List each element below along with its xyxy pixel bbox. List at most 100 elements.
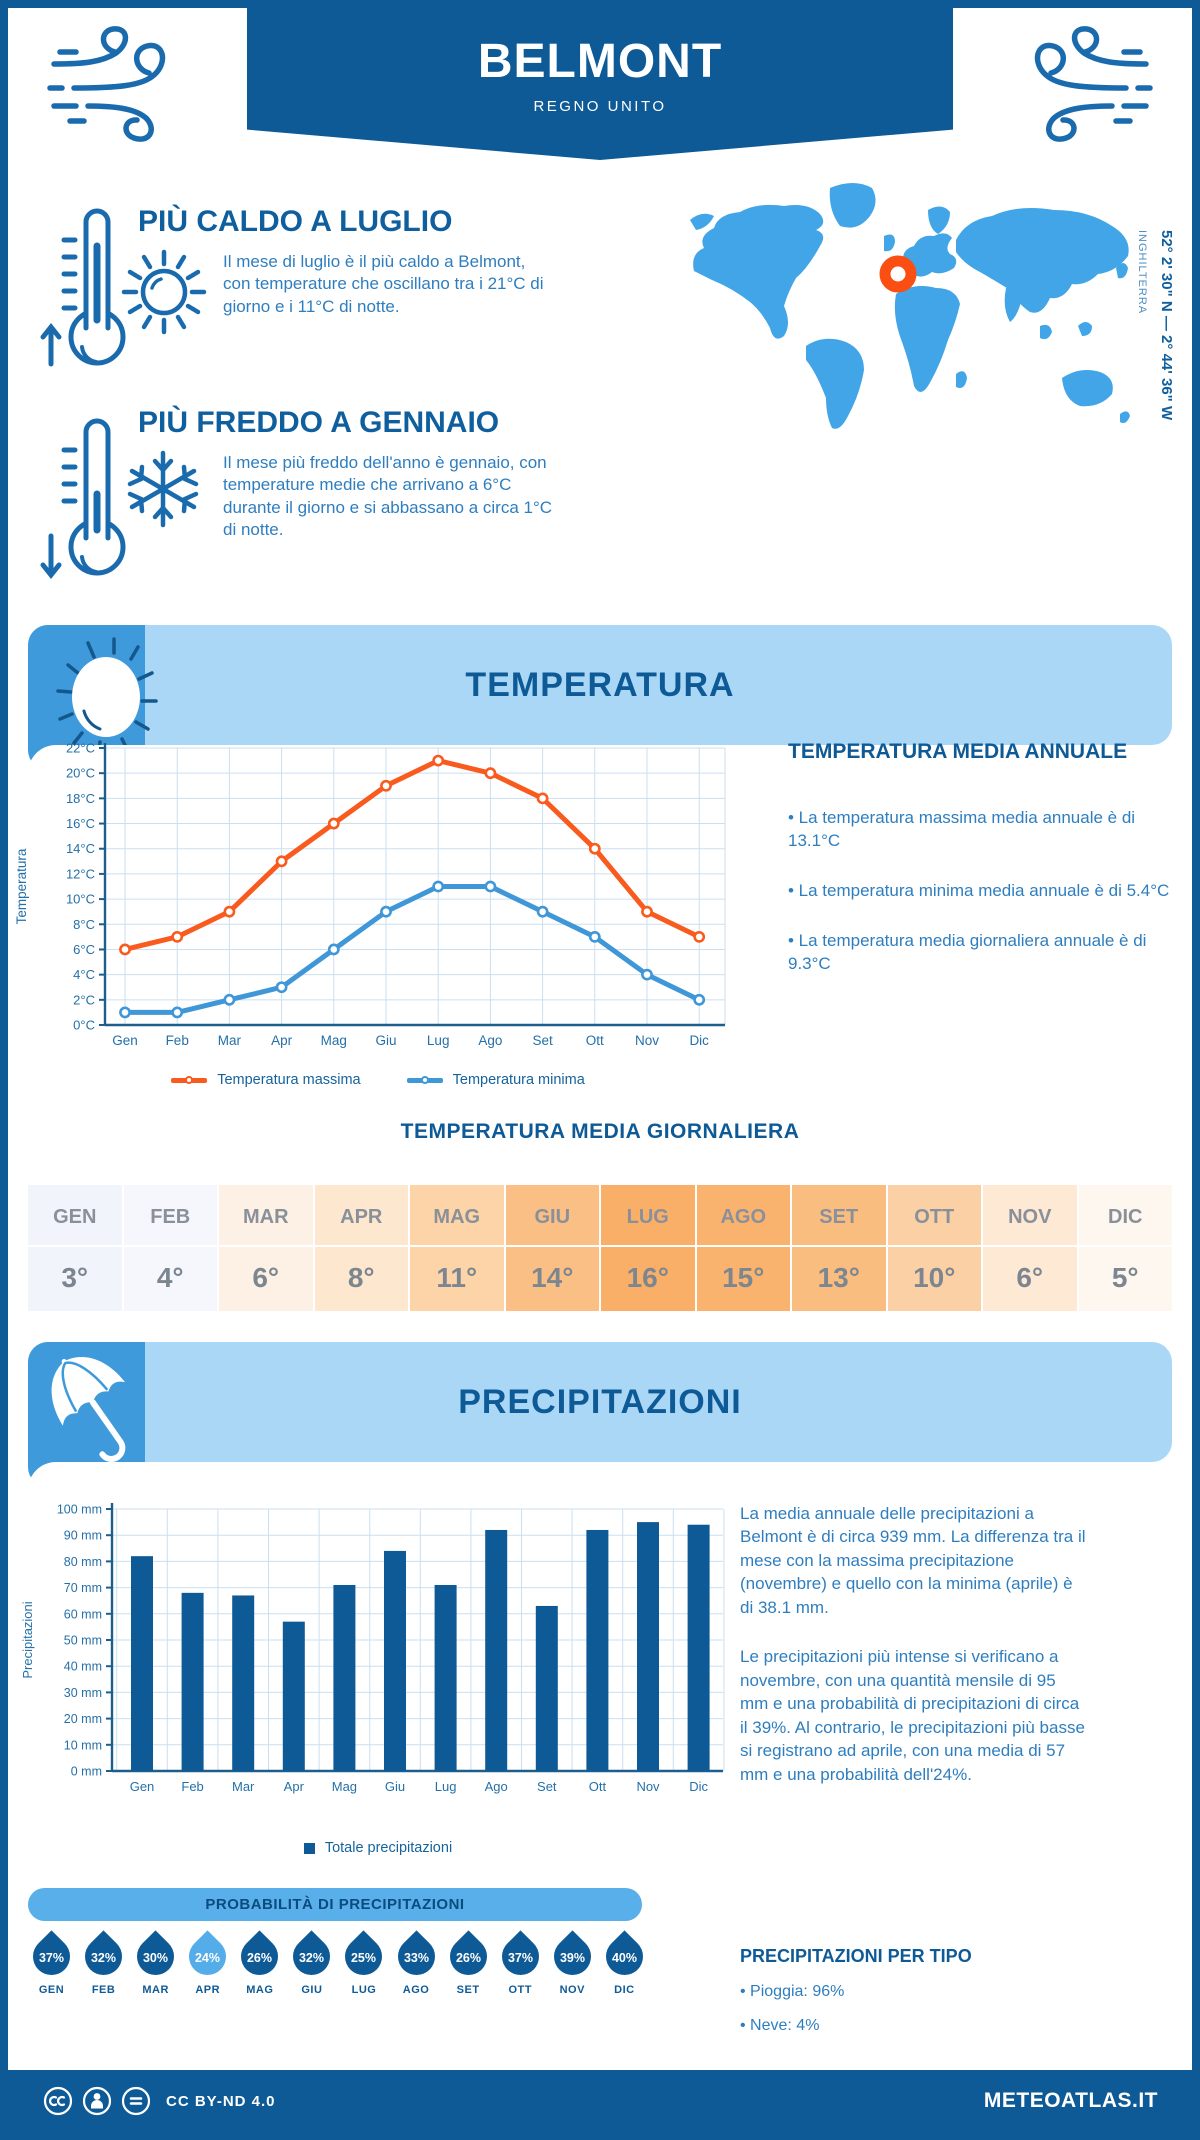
svg-text:Apr: Apr	[271, 1033, 293, 1048]
month-header: MAG	[410, 1185, 504, 1247]
probability-drops: 37% GEN 32% FEB 30% MAR 24% APR 26% MAG 32% GIU 25% L…	[25, 1930, 651, 1996]
precipitation-band: PRECIPITAZIONI	[28, 1342, 1172, 1462]
month-temperature-value: 6°	[1016, 1262, 1044, 1293]
svg-text:12°C: 12°C	[66, 866, 95, 881]
probability-month-label: DIC	[614, 1984, 635, 1996]
svg-text:20°C: 20°C	[66, 766, 95, 781]
probability-drop-item: 30% MAR	[129, 1930, 182, 1996]
probability-month-label: FEB	[91, 1984, 116, 1996]
month-column: AGO 15°	[696, 1185, 792, 1311]
svg-text:Gen: Gen	[112, 1033, 138, 1048]
legend-bar-label: Totale precipitazioni	[324, 1840, 453, 1856]
svg-text:Giu: Giu	[385, 1779, 405, 1794]
water-drop-icon: 24%	[181, 1930, 234, 1983]
svg-text:14°C: 14°C	[66, 841, 95, 856]
svg-text:Feb: Feb	[166, 1033, 189, 1048]
svg-text:Lug: Lug	[427, 1033, 450, 1048]
probability-value: 30%	[143, 1951, 169, 1965]
probability-value: 25%	[351, 1951, 377, 1965]
svg-text:Gen: Gen	[130, 1779, 155, 1794]
month-temperature-value: 11°	[436, 1262, 478, 1293]
svg-text:Set: Set	[537, 1779, 557, 1794]
month-temperature-value: 4°	[156, 1262, 184, 1293]
month-temperature-value: 8°	[347, 1262, 375, 1293]
probability-month-label: GIU	[301, 1984, 323, 1996]
water-drop-icon: 32%	[77, 1930, 130, 1983]
month-temperature-value: 16°	[626, 1262, 669, 1293]
svg-text:Mag: Mag	[332, 1779, 357, 1794]
svg-text:40 mm: 40 mm	[64, 1660, 102, 1674]
month-column: APR 8°	[314, 1185, 410, 1311]
svg-text:Lug: Lug	[435, 1779, 457, 1794]
probability-drop-item: 32% FEB	[77, 1930, 130, 1996]
temperature-band-title: TEMPERATURA	[465, 665, 735, 704]
month-column: OTT 10°	[887, 1185, 983, 1311]
sun-icon	[121, 249, 207, 335]
highlight-cold-title: PIÙ FREDDO A GENNAIO	[138, 406, 500, 439]
month-column: LUG 16°	[601, 1185, 697, 1311]
probability-drop-item: 33% AGO	[389, 1930, 443, 1996]
probability-drop-item: 37% OTT	[494, 1930, 547, 1996]
brand-logo: METEOATLAS.IT	[983, 2089, 1158, 2112]
probability-month-label: SET	[456, 1984, 480, 1996]
svg-text:6°C: 6°C	[73, 942, 95, 957]
probability-month-label: NOV	[559, 1984, 585, 1996]
month-temperature-value: 15°	[722, 1262, 765, 1293]
by-type-snow: • Neve: 4%	[740, 2017, 820, 2034]
probability-month-label: GEN	[38, 1984, 65, 1996]
precipitation-bar-chart: 0 mm 10 mm 20 mm 30 mm 40 mm 50 mm 60 mm 70 mm 8…	[20, 1503, 725, 1794]
water-drop-icon: 37%	[25, 1930, 78, 1983]
precipitation-band-title: PRECIPITAZIONI	[458, 1382, 742, 1421]
probability-month-label: APR	[195, 1984, 221, 1996]
page-title: BELMONT	[477, 35, 723, 88]
probability-month-label: OTT	[508, 1984, 532, 1996]
month-header: MAR	[219, 1185, 313, 1247]
probability-drop-item: 25% LUG	[337, 1930, 391, 1996]
svg-text:Dic: Dic	[689, 1033, 709, 1048]
svg-text:Mar: Mar	[232, 1779, 255, 1794]
svg-text:22°C: 22°C	[66, 741, 95, 756]
svg-text:Nov: Nov	[636, 1779, 660, 1794]
rounded-corner	[28, 745, 198, 781]
probability-value: 26%	[247, 1951, 273, 1965]
highlight-warm-title: PIÙ CALDO A LUGLIO	[138, 205, 453, 238]
temperature-line-chart: 0°C 2°C 4°C 6°C 8°C 10°C 12°C 14°C 16°C 18°C 20°C 2…	[14, 741, 726, 1048]
water-drop-icon: 30%	[129, 1930, 182, 1983]
svg-text:Mar: Mar	[218, 1033, 242, 1048]
svg-text:100 mm: 100 mm	[57, 1503, 102, 1517]
svg-text:10 mm: 10 mm	[64, 1738, 102, 1752]
legend-max-line-sample	[171, 1076, 208, 1084]
svg-text:30 mm: 30 mm	[64, 1686, 102, 1700]
svg-text:2°C: 2°C	[73, 992, 95, 1007]
precipitation-summary-2: Le precipitazioni più intense si verific…	[740, 1647, 1085, 1784]
month-header: GEN	[28, 1185, 122, 1247]
probability-month-label: MAR	[142, 1984, 169, 1996]
probability-value: 37%	[507, 1951, 533, 1965]
page-subtitle: REGNO UNITO	[533, 98, 667, 115]
coordinates-text: 52° 2' 30" N — 2° 44' 36" W	[1158, 230, 1175, 421]
month-header: LUG	[601, 1185, 695, 1247]
probability-drop-item: 26% MAG	[233, 1930, 286, 1996]
title-banner: BELMONT REGNO UNITO	[247, 8, 953, 160]
sun-band-icon	[56, 637, 158, 757]
month-header: DIC	[1078, 1185, 1172, 1247]
water-drop-icon: 37%	[494, 1930, 547, 1983]
probability-value: 39%	[559, 1951, 585, 1965]
svg-text:Feb: Feb	[181, 1779, 203, 1794]
water-drop-icon: 39%	[546, 1930, 599, 1983]
region-text: INGHILTERRA	[1136, 230, 1148, 315]
highlight-cold-text: Il mese più freddo dell'anno è gennaio, …	[223, 453, 553, 540]
umbrella-icon	[51, 1357, 126, 1462]
probability-value: 26%	[455, 1951, 481, 1965]
legend-bar-sample	[303, 1842, 315, 1854]
month-column: DIC 5°	[1078, 1185, 1172, 1311]
probability-value: 24%	[195, 1951, 221, 1965]
month-header: APR	[314, 1185, 408, 1247]
month-column: GIU 14°	[505, 1185, 601, 1311]
legend-min-line-sample	[406, 1076, 443, 1084]
by-type-rain: • Pioggia: 96%	[740, 1983, 845, 2000]
month-temperature-value: 14°	[531, 1262, 574, 1293]
annual-temperature-title: TEMPERATURA MEDIA ANNUALE	[788, 740, 1128, 763]
rounded-corner	[28, 1462, 198, 1498]
